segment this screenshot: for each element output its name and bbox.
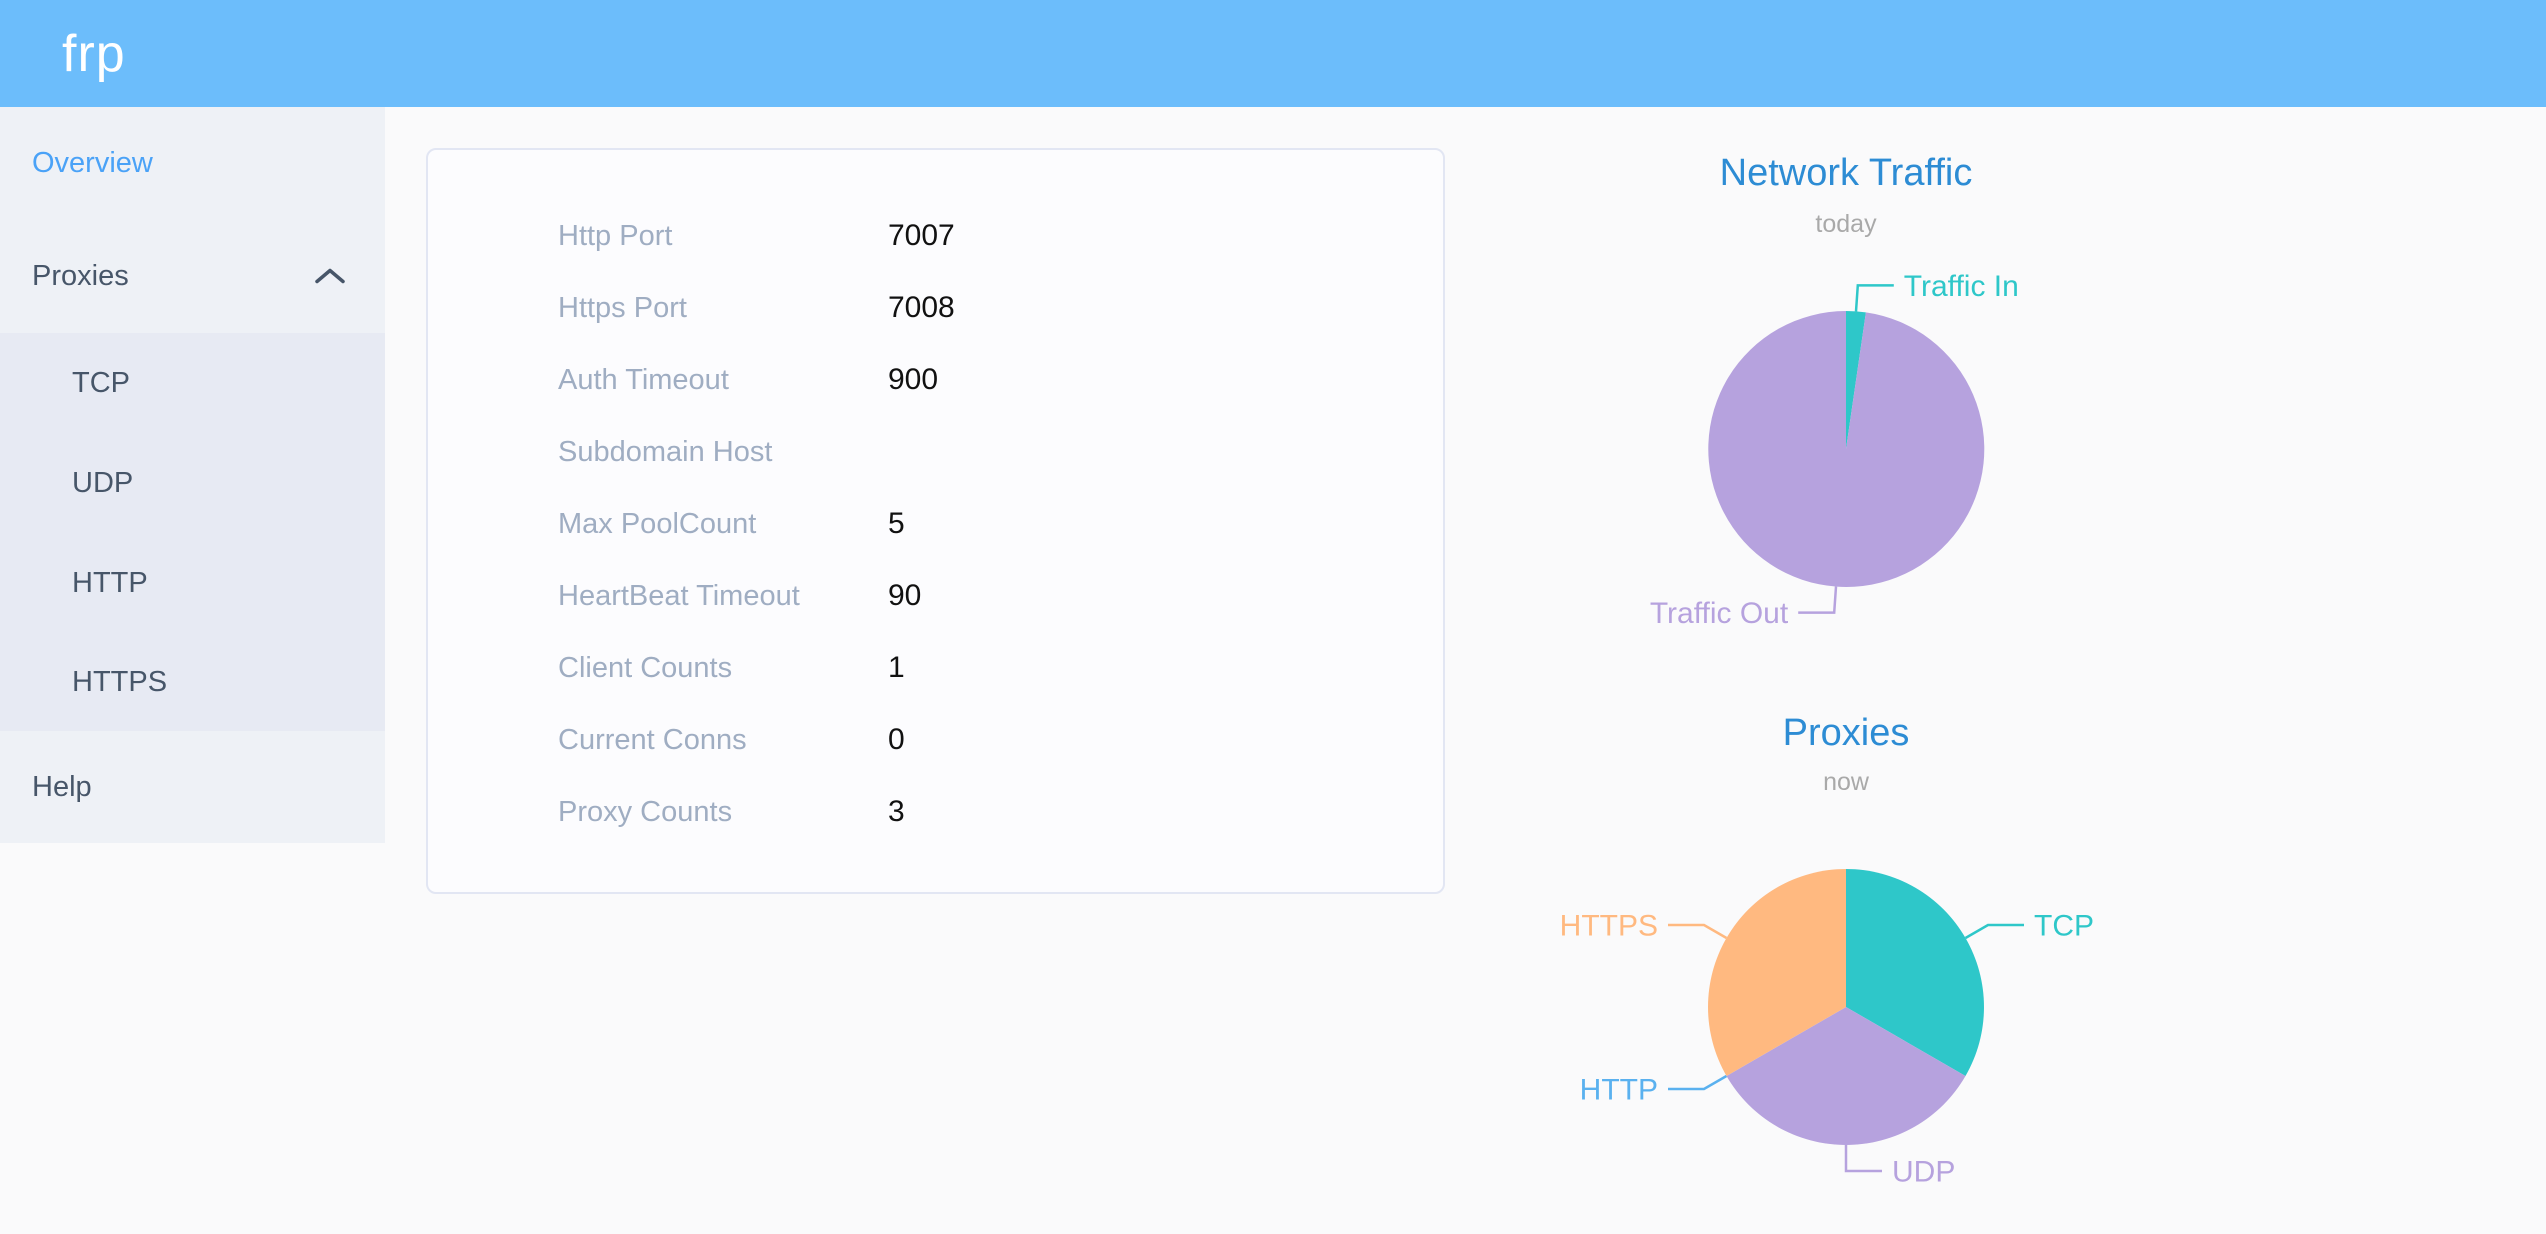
config-label: HeartBeat Timeout — [558, 579, 800, 612]
config-label: Client Counts — [558, 651, 733, 684]
sidebar: Overview Proxies TCP UDP HTTP HTTPS Help — [0, 107, 385, 843]
pie-leader-http — [1668, 1074, 1728, 1091]
config-label: Proxy Counts — [558, 795, 733, 828]
sidebar-item-overview[interactable]: Overview — [0, 107, 385, 219]
config-value: 3 — [888, 795, 905, 828]
proxies-pie-chart: TCP UDP HTTP HTTPS — [1560, 869, 2094, 1189]
row-proxy-counts: Proxy Counts 3 — [428, 776, 1443, 848]
pie-label-http: HTTP — [1580, 1074, 1658, 1107]
config-value: 90 — [888, 579, 922, 612]
pie-slice-traffic-out[interactable] — [1708, 311, 1985, 587]
app-logo: frp — [62, 24, 126, 83]
sidebar-item-help-label: Help — [32, 770, 92, 803]
network-traffic-pie-chart: Traffic In Traffic Out — [1650, 270, 2019, 630]
config-label: Auth Timeout — [558, 363, 729, 396]
pie-slice-traffic-in[interactable] — [1846, 310, 1866, 449]
sidebar-item-proxies[interactable]: Proxies — [0, 219, 385, 333]
pie-leader-traffic-out — [1798, 586, 1838, 614]
pie-label-https: HTTPS — [1560, 910, 1658, 943]
chevron-up-icon — [315, 268, 345, 284]
config-label: Https Port — [558, 291, 687, 324]
sidebar-item-http-label: HTTP — [72, 566, 148, 599]
sidebar-item-https[interactable]: HTTPS — [0, 633, 385, 731]
sidebar-item-tcp-label: TCP — [72, 366, 130, 399]
pie-leader-udp — [1844, 1145, 1882, 1173]
config-value: 900 — [888, 363, 939, 396]
row-max-poolcount: Max PoolCount 5 — [428, 488, 1443, 560]
pie-leader-https — [1668, 923, 1728, 940]
row-https-port: Https Port 7008 — [428, 272, 1443, 344]
config-value: 1 — [888, 651, 905, 684]
pie-label-traffic-in: Traffic In — [1904, 270, 2019, 303]
proxies-chart-subtitle: now — [1823, 768, 1869, 796]
sidebar-item-tcp[interactable]: TCP — [0, 333, 385, 433]
sidebar-proxies-submenu: TCP UDP HTTP HTTPS — [0, 333, 385, 731]
sidebar-item-udp-label: UDP — [72, 466, 134, 499]
pie-leader-tcp — [1964, 923, 2024, 940]
config-label: Http Port — [558, 219, 673, 252]
config-value: 0 — [888, 723, 905, 756]
row-heartbeat-timeout: HeartBeat Timeout 90 — [428, 560, 1443, 632]
config-value: 7007 — [888, 219, 955, 252]
pie-label-udp: UDP — [1892, 1156, 1955, 1189]
row-current-conns: Current Conns 0 — [428, 704, 1443, 776]
sidebar-item-https-label: HTTPS — [72, 665, 168, 698]
config-label: Current Conns — [558, 723, 747, 756]
config-value: 5 — [888, 507, 905, 540]
pie-label-traffic-out: Traffic Out — [1650, 597, 1789, 630]
sidebar-item-overview-label: Overview — [32, 146, 153, 179]
network-traffic-chart-subtitle: today — [1815, 210, 1877, 238]
sidebar-item-help[interactable]: Help — [0, 731, 385, 843]
pie-slice-udp[interactable] — [1726, 1007, 1966, 1145]
pie-label-tcp: TCP — [2034, 910, 2094, 943]
sidebar-item-udp[interactable]: UDP — [0, 433, 385, 533]
proxies-chart-title: Proxies — [1782, 712, 1910, 754]
network-traffic-chart-title: Network Traffic — [1719, 152, 1973, 194]
app-header: frp — [0, 0, 2546, 107]
config-label: Subdomain Host — [558, 435, 773, 468]
config-label: Max PoolCount — [558, 507, 757, 540]
sidebar-item-http[interactable]: HTTP — [0, 533, 385, 633]
config-value: 7008 — [888, 291, 955, 324]
pie-slice-https[interactable] — [1708, 869, 1846, 1076]
server-info-card: Http Port 7007 Https Port 7008 Auth Time… — [426, 148, 1445, 894]
sidebar-item-proxies-label: Proxies — [32, 259, 129, 292]
row-http-port: Http Port 7007 — [428, 200, 1443, 272]
row-client-counts: Client Counts 1 — [428, 632, 1443, 704]
pie-leader-traffic-in — [1854, 284, 1894, 312]
row-subdomain-host: Subdomain Host — [428, 416, 1443, 488]
pie-slice-tcp[interactable] — [1846, 869, 1984, 1076]
row-auth-timeout: Auth Timeout 900 — [428, 344, 1443, 416]
